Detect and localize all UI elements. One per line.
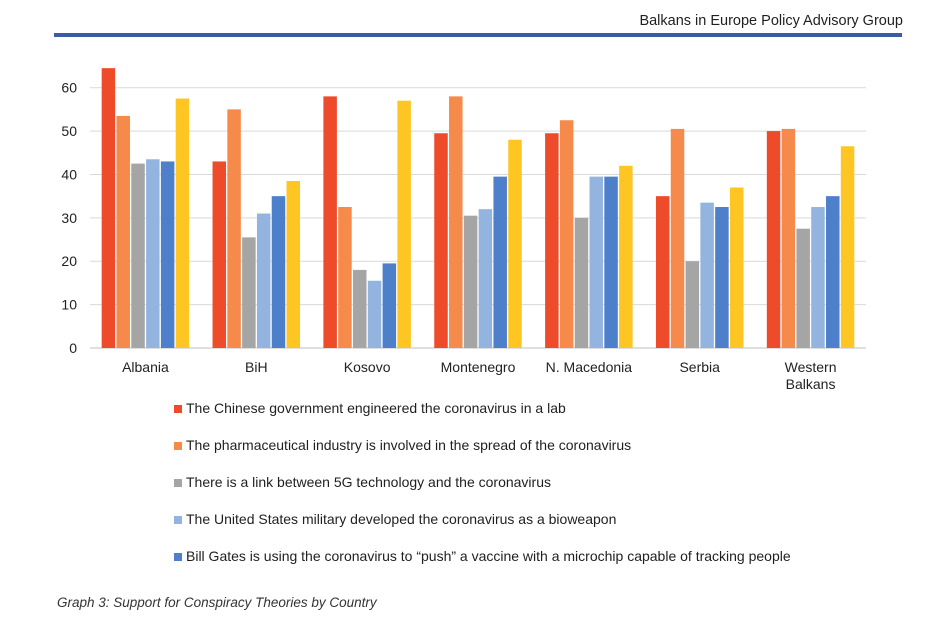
bar	[256, 213, 271, 348]
x-tick-label: Western	[785, 359, 837, 375]
legend-item: The United States military developed the…	[174, 511, 796, 528]
bar	[116, 115, 130, 349]
bar	[242, 237, 256, 348]
y-tick-label: 40	[61, 166, 77, 182]
bar	[478, 209, 493, 348]
legend-swatch	[174, 553, 182, 561]
legend-item: The Chinese government engineered the co…	[174, 400, 796, 417]
bar	[382, 263, 397, 348]
bar	[397, 100, 411, 348]
y-tick-label: 20	[61, 253, 77, 269]
bar	[729, 187, 744, 348]
bar	[685, 261, 700, 348]
x-tick-label: Kosovo	[344, 359, 391, 375]
legend-item: Bill Gates is using the coronavirus to “…	[174, 548, 796, 565]
x-tick-label: N. Macedonia	[546, 359, 633, 375]
bar	[655, 196, 670, 348]
bar	[545, 133, 559, 348]
bar	[160, 161, 175, 348]
bar	[493, 176, 507, 348]
graph-caption: Graph 3: Support for Conspiracy Theories…	[57, 595, 377, 610]
bar	[781, 128, 796, 348]
bar	[604, 176, 618, 348]
bar	[286, 180, 301, 348]
bar	[449, 96, 463, 348]
legend-swatch	[174, 516, 182, 524]
y-tick-label: 30	[61, 210, 77, 226]
bar	[175, 98, 190, 349]
legend-label: The pharmaceutical industry is involved …	[186, 437, 632, 453]
bar	[670, 128, 685, 348]
bar	[559, 120, 574, 348]
y-tick-label: 60	[61, 80, 77, 96]
legend-label: The United States military developed the…	[186, 511, 617, 527]
legend-swatch	[174, 405, 182, 413]
y-tick-label: 50	[61, 123, 77, 139]
legend-swatch	[174, 442, 182, 450]
x-tick-label: Montenegro	[441, 359, 516, 375]
legend-swatch	[174, 479, 182, 487]
bar	[463, 215, 478, 348]
bar	[796, 228, 810, 348]
bar	[323, 96, 337, 348]
legend-item: There is a link between 5G technology an…	[174, 474, 796, 491]
bar	[131, 163, 145, 348]
x-tick-label: Balkans	[786, 376, 836, 392]
bar	[434, 133, 448, 348]
x-tick-label: Serbia	[679, 359, 720, 375]
bar	[271, 196, 286, 348]
document-header-title: Balkans in Europe Policy Advisory Group	[639, 13, 903, 29]
bar	[811, 207, 825, 348]
bar	[700, 202, 714, 348]
bar	[826, 196, 840, 348]
bar	[352, 269, 367, 348]
bar	[840, 146, 855, 348]
legend-item: The pharmaceutical industry is involved …	[174, 437, 796, 454]
bar	[619, 165, 633, 348]
bar	[101, 68, 116, 349]
bar	[227, 109, 241, 348]
legend-label: Bill Gates is using the coronavirus to “…	[186, 548, 791, 564]
y-tick-label: 10	[61, 297, 77, 313]
bar	[589, 176, 604, 348]
bar	[508, 139, 522, 348]
bar	[212, 161, 227, 348]
legend-label: There is a link between 5G technology an…	[186, 474, 551, 490]
bar	[715, 207, 729, 348]
bar	[574, 217, 589, 348]
header-rule	[54, 33, 902, 37]
bar	[766, 131, 781, 348]
bar	[146, 159, 160, 348]
x-tick-label: Albania	[122, 359, 169, 375]
bar	[367, 280, 382, 348]
y-tick-label: 0	[69, 340, 77, 356]
legend-label: The Chinese government engineered the co…	[186, 400, 566, 416]
bar	[338, 207, 352, 348]
x-tick-label: BiH	[245, 359, 268, 375]
